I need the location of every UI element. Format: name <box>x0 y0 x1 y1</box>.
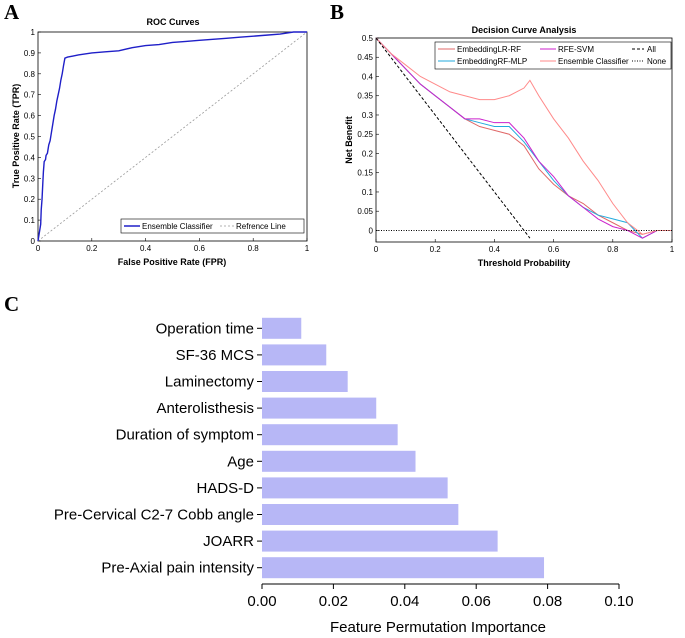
dca-xtick-label: 0.4 <box>489 245 501 254</box>
roc-ytick-label: 0.6 <box>24 112 36 121</box>
importance-xtick-label: 0.00 <box>247 593 276 610</box>
dca-xtick-label: 1 <box>670 245 675 254</box>
roc-legend-reference: Refrence Line <box>236 222 286 231</box>
panel-label-c: C <box>4 292 19 316</box>
roc-ylabel: True Positive Rate (TPR) <box>11 84 21 189</box>
importance-bar <box>262 450 416 472</box>
dca-ytick-label: 0.15 <box>357 169 373 178</box>
importance-category-label: Pre-Axial pain intensity <box>101 560 254 577</box>
dca-legend-rf-mlp: EmbeddingRF-MLP <box>457 57 527 66</box>
importance-bar <box>262 504 459 525</box>
roc-ytick-label: 0.9 <box>24 49 36 58</box>
roc-ytick-label: 0.1 <box>24 216 36 225</box>
importance-xtick-label: 0.04 <box>390 593 419 610</box>
dca-ytick-label: 0.35 <box>357 92 373 101</box>
dca-ytick-label: 0.25 <box>357 130 373 139</box>
panel-label-b: B <box>330 0 344 24</box>
roc-ytick-label: 0.7 <box>24 91 36 100</box>
importance-category-label: Anterolisthesis <box>156 400 254 417</box>
dca-ytick-label: 0.4 <box>362 72 374 81</box>
dca-ytick-label: 0.45 <box>357 53 373 62</box>
dca-xtick-label: 0.2 <box>430 245 442 254</box>
importance-bar <box>262 424 398 446</box>
roc-xtick-label: 0.8 <box>248 244 260 253</box>
dca-ytick-label: 0.5 <box>362 34 374 43</box>
roc-legend-box <box>120 218 305 234</box>
dca-ytick-label: 0.1 <box>362 188 374 197</box>
importance-category-label: SF-36 MCS <box>176 347 254 364</box>
dca-title: Decision Curve Analysis <box>472 25 577 35</box>
importance-bar <box>262 371 348 392</box>
dca-ytick-label: 0.05 <box>357 207 373 216</box>
importance-category-label: Duration of symptom <box>116 427 254 444</box>
dca-xtick-label: 0.8 <box>607 245 619 254</box>
dca-ytick-label: 0 <box>369 226 374 235</box>
dca-legend-ensemble: Ensemble Classifier <box>558 57 629 66</box>
panel-label-a: A <box>4 0 20 24</box>
dca-xtick-label: 0.6 <box>548 245 560 254</box>
importance-xlabel: Feature Permutation Importance <box>330 619 546 636</box>
roc-xtick-label: 0.4 <box>140 244 152 253</box>
roc-chart: ROC Curves 0 0.1 0.2 0.3 0.4 0.5 0.6 0.7 0.8 0.9 1… <box>11 17 310 267</box>
roc-xtick-label: 0.2 <box>86 244 98 253</box>
importance-xtick-label: 0.06 <box>462 593 491 610</box>
roc-ytick-label: 0.3 <box>24 174 36 183</box>
importance-bar <box>262 344 327 366</box>
dca-xtick-label: 0 <box>374 245 379 254</box>
dca-legend-lr-rf: EmbeddingLR-RF <box>457 45 521 54</box>
importance-chart: Operation time SF-36 MCS Laminectomy Antero… <box>54 317 634 636</box>
importance-bar <box>262 530 498 552</box>
importance-category-label: Age <box>227 453 254 470</box>
importance-bar <box>262 477 448 499</box>
roc-ensemble-line <box>37 31 307 242</box>
roc-title: ROC Curves <box>146 17 199 27</box>
importance-category-label: Operation time <box>156 320 254 337</box>
roc-ytick-label: 0 <box>31 237 36 246</box>
roc-ytick-label: 0.8 <box>24 70 36 79</box>
importance-bar <box>262 397 377 419</box>
dca-legend-rfe-svm: RFE-SVM <box>558 45 594 54</box>
importance-category-label: HADS-D <box>196 480 254 497</box>
dca-line-ensemble <box>375 37 672 235</box>
roc-legend: Ensemble Classifier Refrence Line <box>120 218 305 234</box>
importance-category-label: Laminectomy <box>165 374 255 391</box>
importance-xtick-label: 0.02 <box>319 593 348 610</box>
importance-bar <box>262 557 545 579</box>
dca-plot-frame <box>375 37 673 243</box>
importance-category-label: JOARR <box>203 533 254 550</box>
dca-chart: Decision Curve Analysis 0 0.05 0.1 0.15 0.2 0… <box>344 25 675 268</box>
roc-xtick-label: 0.6 <box>194 244 206 253</box>
roc-xlabel: False Positive Rate (FPR) <box>118 257 227 267</box>
dca-ytick-label: 0.2 <box>362 149 374 158</box>
dca-line-rfe-svm <box>375 37 672 239</box>
roc-ytick-label: 1 <box>31 28 36 37</box>
dca-xlabel: Threshold Probability <box>478 258 571 268</box>
importance-bar <box>262 317 302 339</box>
roc-ytick-label: 0.2 <box>24 195 36 204</box>
roc-ytick-label: 0.4 <box>24 153 36 162</box>
roc-ytick-label: 0.5 <box>24 133 36 142</box>
dca-legend-all: All <box>647 45 656 54</box>
importance-category-label: Pre-Cervical C2-7 Cobb angle <box>54 507 254 524</box>
roc-xtick-label: 1 <box>305 244 310 253</box>
dca-ylabel: Net Benefit <box>344 116 354 164</box>
dca-legend-box <box>434 41 672 70</box>
roc-legend-ensemble: Ensemble Classifier <box>142 222 213 231</box>
roc-xtick-label: 0 <box>36 244 41 253</box>
dca-ytick-label: 0.3 <box>362 111 374 120</box>
dca-legend: EmbeddingLR-RF EmbeddingRF-MLP RFE-SVM E… <box>434 41 672 70</box>
dca-legend-none: None <box>647 57 667 66</box>
roc-reference-line <box>37 31 308 242</box>
importance-xtick-label: 0.10 <box>604 593 633 610</box>
importance-xtick-label: 0.08 <box>533 593 562 610</box>
